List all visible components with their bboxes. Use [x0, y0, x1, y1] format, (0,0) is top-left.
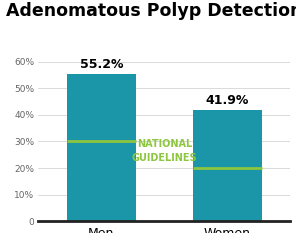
Text: NATIONAL: NATIONAL [137, 140, 192, 149]
Text: 41.9%: 41.9% [205, 94, 249, 106]
Bar [193, 110, 262, 221]
Bar [67, 74, 136, 221]
Text: Adenomatous Polyp Detection Rate: Adenomatous Polyp Detection Rate [6, 2, 296, 20]
Text: GUIDELINES: GUIDELINES [131, 153, 197, 163]
Text: 55.2%: 55.2% [80, 58, 123, 71]
